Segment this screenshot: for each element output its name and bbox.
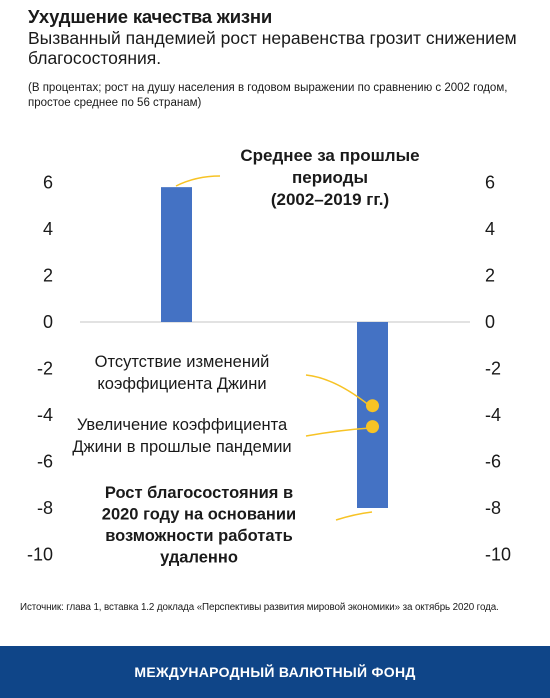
annotation-bar2: 2020 году на основании (102, 506, 296, 524)
y-tick-label-right: 2 (485, 266, 495, 286)
y-tick-label-left: 2 (43, 266, 53, 286)
chart-subtitle: Вызванный пандемией рост неравенства гро… (28, 28, 517, 68)
leader-line-marker2 (305, 427, 371, 437)
annotation-bar1: (2002–2019 гг.) (271, 190, 389, 209)
leader-line-bar1 (175, 175, 221, 187)
bar-1 (161, 187, 192, 322)
source-note: Источник: глава 1, вставка 1.2 доклада «… (20, 602, 499, 613)
y-tick-label-right: -8 (485, 498, 501, 518)
y-tick-label-left: 6 (43, 173, 53, 193)
y-tick-label-right: 0 (485, 312, 495, 332)
chart-note: (В процентах; рост на душу населения в г… (28, 82, 508, 109)
annotation-marker2: Джини в прошлые пандемии (72, 438, 291, 456)
bar-chart: 6 6 4 4 2 2 0 0 -2 -2 -4 -4 -6 -6 -8 -8 -10 -10 Среднее за… (27, 146, 511, 567)
annotation-bar2: Рост благосостояния в (105, 484, 293, 502)
y-tick-label-left: -6 (37, 452, 53, 472)
y-tick-label-right: 6 (485, 173, 495, 193)
org-name: МЕЖДУНАРОДНЫЙ ВАЛЮТНЫЙ ФОНД (134, 664, 416, 680)
y-tick-label-right: -10 (485, 545, 511, 565)
marker-dot-1 (366, 399, 379, 413)
y-tick-label-left: -2 (37, 359, 53, 379)
y-tick-label-left: 4 (43, 219, 53, 239)
y-tick-label-right: -2 (485, 359, 501, 379)
annotation-bar2: возможности работать (105, 527, 293, 545)
y-tick-label-right: 4 (485, 219, 495, 239)
leader-line-marker1 (305, 374, 371, 407)
marker-dot-2 (366, 420, 379, 434)
annotation-bar1: периоды (292, 168, 368, 187)
annotation-marker1: коэффициента Джини (97, 375, 266, 393)
annotation-marker2: Увеличение коэффициента (77, 416, 288, 434)
y-tick-label-left: -4 (37, 405, 53, 425)
y-tick-label-left: 0 (43, 312, 53, 332)
bar-2 (357, 322, 388, 508)
y-tick-label-left: -8 (37, 498, 53, 518)
annotation-marker1: Отсутствие изменений (95, 353, 270, 371)
annotation-bar2: удаленно (160, 549, 238, 567)
y-tick-label-right: -4 (485, 405, 501, 425)
leader-line-bar2 (335, 511, 373, 521)
annotation-bar1: Среднее за прошлые (240, 146, 419, 165)
y-tick-label-left: -10 (27, 545, 53, 565)
y-tick-label-right: -6 (485, 452, 501, 472)
imf-footer: МЕЖДУНАРОДНЫЙ ВАЛЮТНЫЙ ФОНД (0, 646, 550, 698)
chart-title: Ухудшение качества жизни (28, 6, 273, 27)
